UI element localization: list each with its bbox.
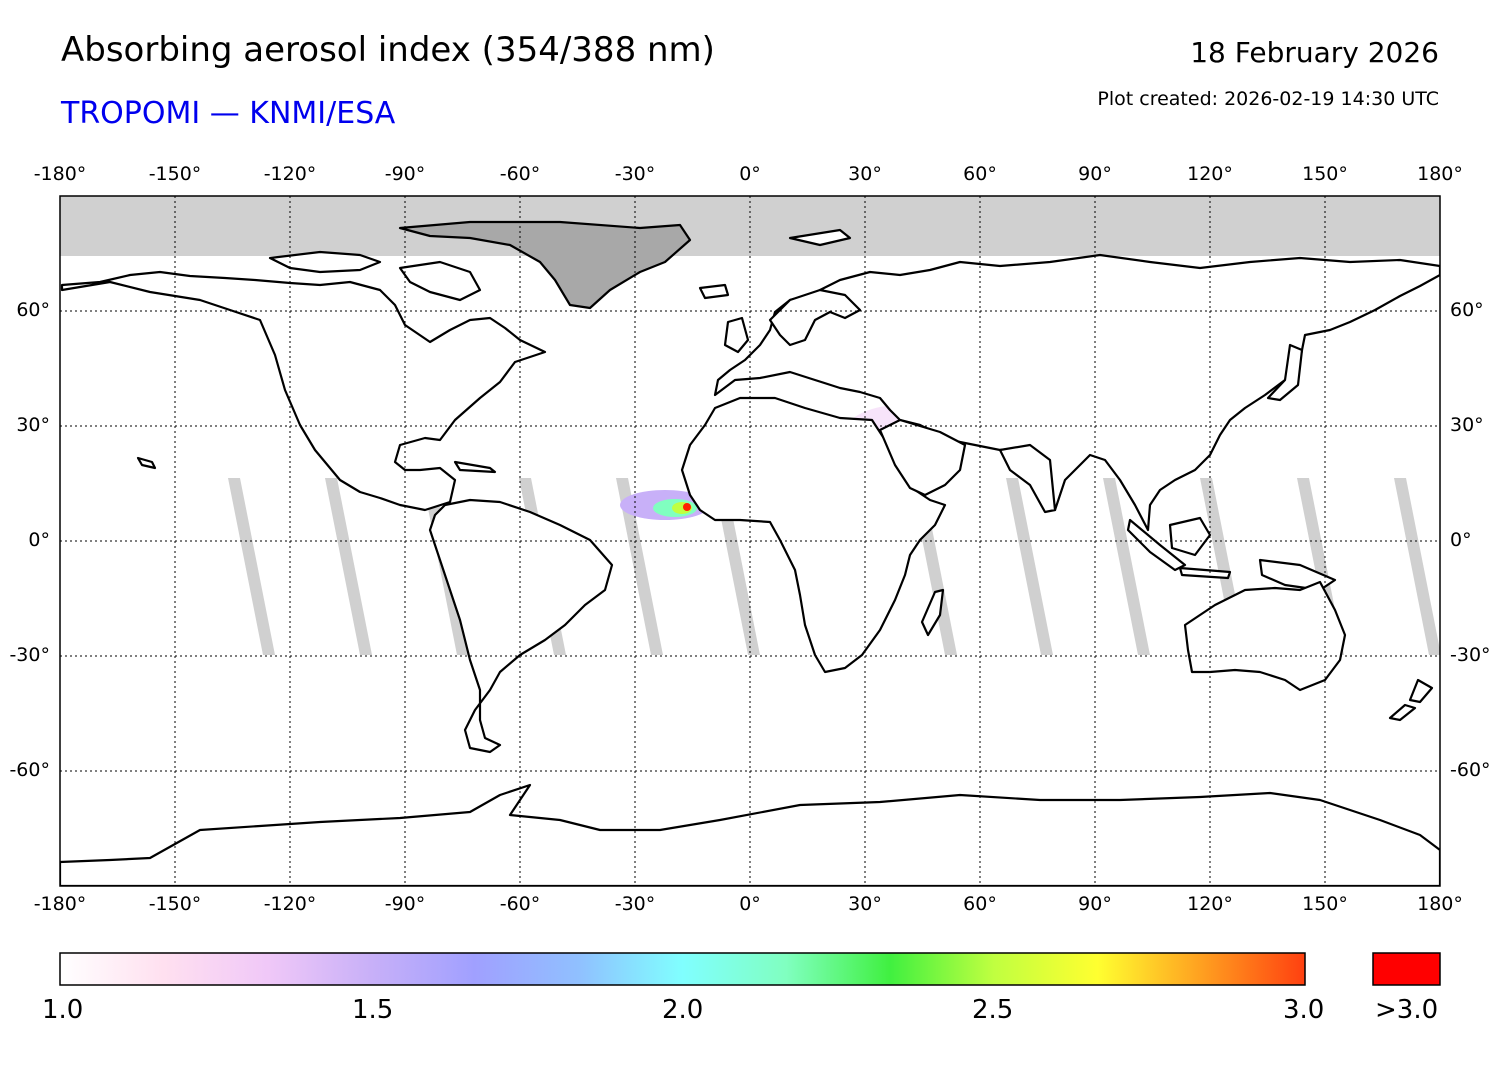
lon-tick-top: 180° [1417, 163, 1463, 185]
date-label: 18 February 2026 [1190, 36, 1439, 69]
lon-tick-bottom: 0° [739, 893, 761, 915]
orbit-gap [325, 478, 372, 655]
lon-tick-top: -150° [148, 163, 202, 185]
lat-tick-right: -30° [1450, 644, 1491, 666]
south-america [428, 498, 614, 754]
colorbar-label-2-5: 2.5 [972, 995, 1014, 1025]
orbit-gap [228, 478, 275, 655]
lat-tick-right: 30° [1450, 414, 1484, 436]
colorbar-overflow-box [1372, 952, 1441, 986]
lat-tick-right: 60° [1450, 299, 1484, 321]
svalbard [788, 228, 852, 247]
java [1178, 566, 1232, 580]
canadian-arctic-islands [268, 250, 382, 274]
orbit-gap [616, 478, 663, 655]
lon-tick-bottom: 180° [1417, 893, 1463, 915]
lon-tick-bottom: 30° [848, 893, 882, 915]
lon-tick-top: -60° [499, 163, 541, 185]
lon-tick-bottom: 120° [1187, 893, 1233, 915]
orbit-gap [713, 478, 760, 655]
lat-tick-left: 60° [16, 299, 50, 321]
colorbar-label-2-0: 2.0 [662, 995, 704, 1025]
lon-tick-top: -180° [33, 163, 87, 185]
iceland [698, 283, 730, 300]
lon-tick-top: 30° [848, 163, 882, 185]
scandinavia [768, 288, 862, 347]
lon-tick-top: 120° [1187, 163, 1233, 185]
lon-tick-bottom: -60° [499, 893, 541, 915]
africa [680, 396, 947, 674]
lon-tick-top: 0° [739, 163, 761, 185]
cuba [453, 460, 497, 474]
lon-tick-top: -120° [263, 163, 317, 185]
australia [1183, 580, 1347, 692]
graticule [60, 196, 1440, 886]
india [998, 443, 1057, 514]
lat-tick-left: 30° [16, 414, 50, 436]
colorbar-overflow-label: >3.0 [1375, 995, 1439, 1025]
plot-created-label: Plot created: 2026-02-19 14:30 UTC [1097, 88, 1439, 110]
baffin-island [398, 260, 482, 302]
lat-tick-left: 0° [28, 529, 50, 551]
colorbar [59, 952, 1306, 986]
lon-tick-top: -90° [384, 163, 426, 185]
orbit-gap [1394, 478, 1440, 655]
sumatra [1126, 518, 1187, 572]
greenland [398, 220, 692, 310]
orbit-gap [1103, 478, 1150, 655]
map-frame [59, 195, 1441, 887]
chart-title: Absorbing aerosol index (354/388 nm) [61, 30, 715, 70]
lon-tick-bottom: -150° [148, 893, 202, 915]
new-zealand-south [1388, 703, 1417, 722]
lon-tick-top: 60° [963, 163, 997, 185]
lat-tick-right: -60° [1450, 759, 1491, 781]
antarctica [60, 783, 1440, 886]
lon-tick-bottom: 90° [1078, 893, 1112, 915]
lon-tick-bottom: -30° [614, 893, 656, 915]
lon-tick-top: 90° [1078, 163, 1112, 185]
british-isles [723, 316, 750, 354]
madagascar [920, 588, 945, 637]
lon-tick-bottom: -180° [33, 893, 87, 915]
lon-tick-top: 150° [1302, 163, 1348, 185]
chart-subtitle: TROPOMI — KNMI/ESA [61, 96, 396, 131]
new-zealand-north [1408, 678, 1434, 704]
coastlines [60, 220, 1440, 886]
lat-tick-right: 0° [1450, 529, 1472, 551]
lon-tick-bottom: -90° [384, 893, 426, 915]
colorbar-label-1-5: 1.5 [352, 995, 394, 1025]
lon-tick-bottom: -120° [263, 893, 317, 915]
lon-tick-bottom: 150° [1302, 893, 1348, 915]
borneo [1168, 516, 1212, 557]
colorbar-label-3-0: 3.0 [1283, 995, 1325, 1025]
lon-tick-top: -30° [614, 163, 656, 185]
hawaii [136, 456, 157, 470]
colorbar-label-1-0: 1.0 [42, 995, 84, 1025]
orbit-gap [1006, 478, 1053, 655]
lon-tick-bottom: 60° [963, 893, 997, 915]
japan [1266, 343, 1304, 402]
lat-tick-left: -30° [9, 644, 50, 666]
lat-tick-left: -60° [9, 759, 50, 781]
